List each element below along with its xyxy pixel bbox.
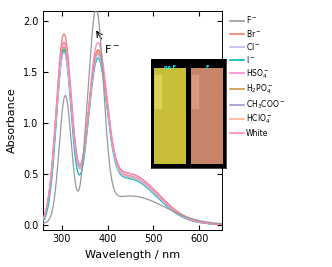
X-axis label: Wavelength / nm: Wavelength / nm xyxy=(85,250,180,260)
Y-axis label: Absorbance: Absorbance xyxy=(7,87,17,153)
Legend: F$^-$, Br$^-$, Cl$^-$, I$^-$, HSO$_4^-$, H$_2$PO$_4^-$, CH$_3$COO$^-$, HClO$_4^-: F$^-$, Br$^-$, Cl$^-$, I$^-$, HSO$_4^-$,… xyxy=(230,14,285,138)
Text: F$^-$: F$^-$ xyxy=(104,43,120,55)
